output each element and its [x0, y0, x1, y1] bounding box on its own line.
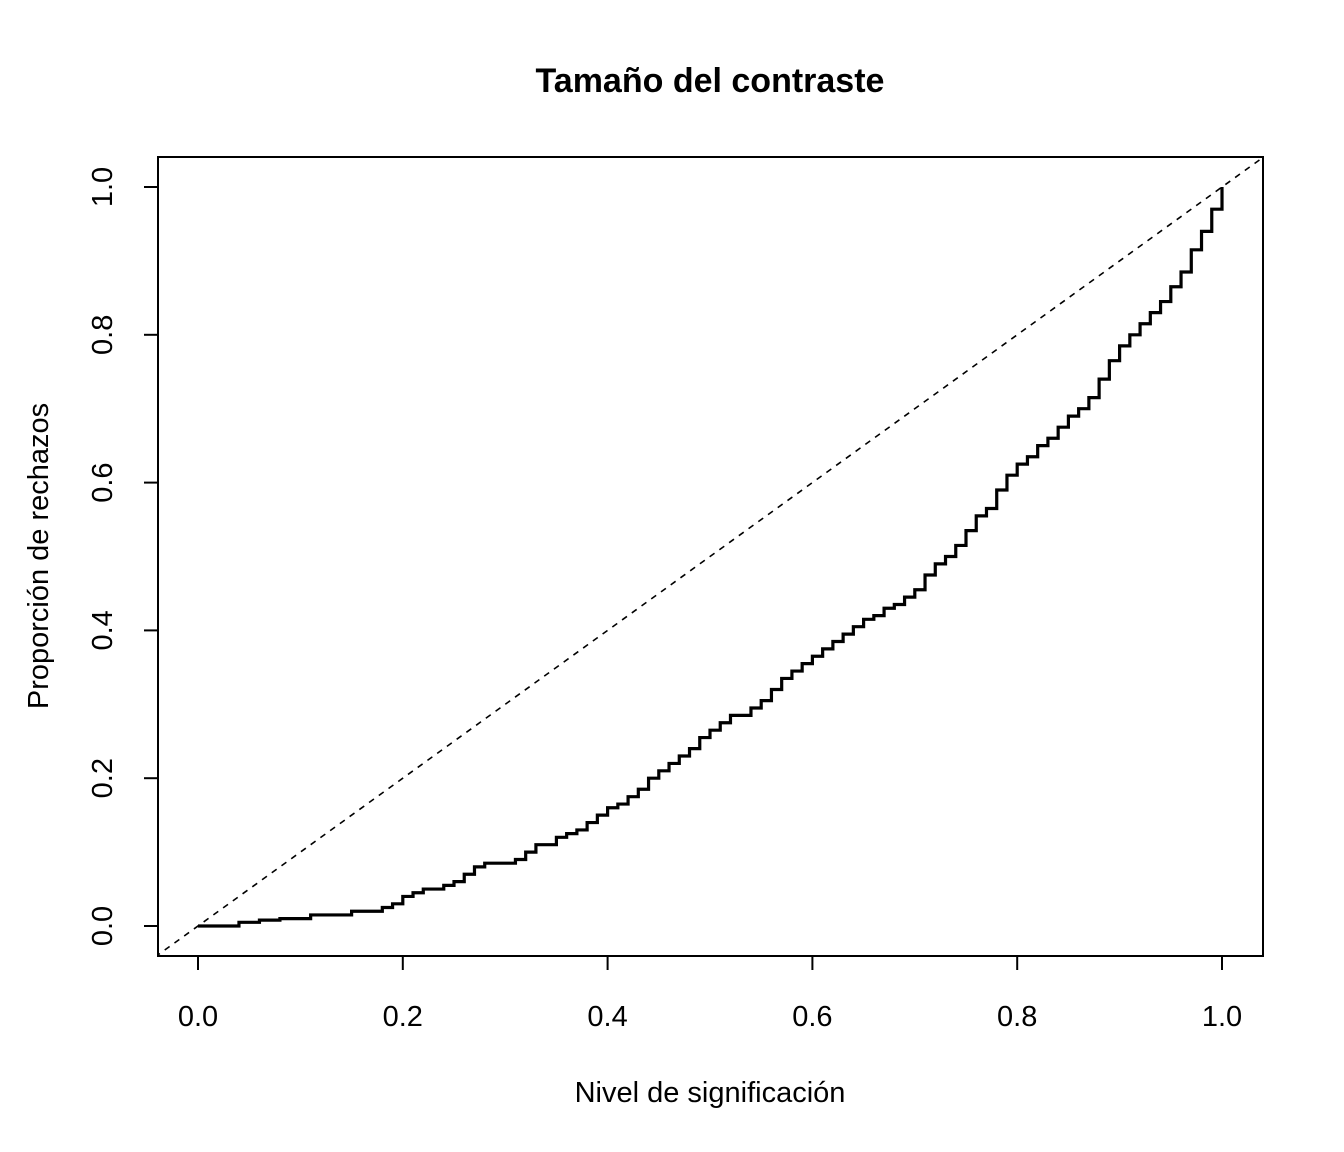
x-tick-label: 1.0: [1202, 1001, 1242, 1033]
x-tick-label: 0.8: [997, 1001, 1037, 1033]
y-axis-label: Proporción de rechazos: [23, 403, 55, 709]
x-tick-label: 0.0: [178, 1001, 218, 1033]
x-axis: 0.0 0.2 0.4 0.6 0.8 1.0: [178, 955, 1242, 1033]
y-tick-label: 0.2: [87, 758, 119, 798]
reference-diagonal-line: [158, 157, 1263, 956]
y-tick-label: 0.0: [87, 906, 119, 946]
y-tick-label: 0.6: [87, 462, 119, 502]
y-tick-label: 0.8: [87, 315, 119, 355]
x-tick-label: 0.2: [383, 1001, 423, 1033]
x-tick-label: 0.6: [792, 1001, 832, 1033]
x-tick-label: 0.4: [587, 1001, 627, 1033]
y-tick-label: 0.4: [87, 610, 119, 650]
step-curve-series: [198, 187, 1224, 928]
x-axis-label: Nivel de significación: [575, 1077, 846, 1109]
y-tick-label: 1.0: [87, 167, 119, 207]
chart-title: Tamaño del contraste: [536, 62, 885, 100]
y-axis: 0.0 0.2 0.4 0.6 0.8 1.0: [87, 167, 159, 946]
series-layer: [158, 157, 1263, 956]
